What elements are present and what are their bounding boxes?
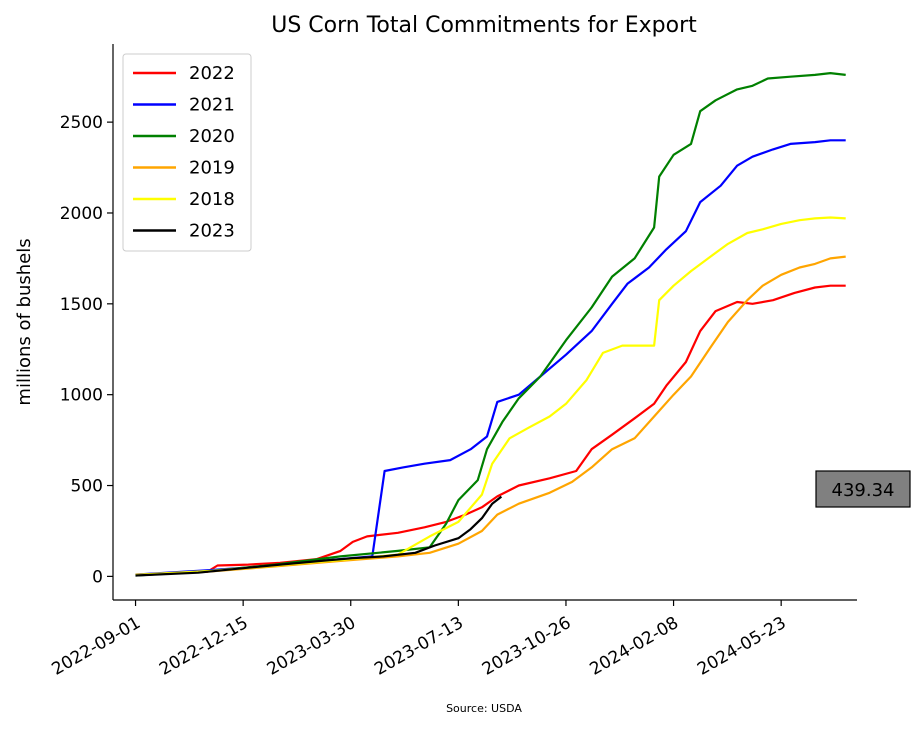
annotation-box	[815, 470, 911, 508]
x-tick-label: 2024-02-08	[587, 613, 683, 680]
legend-label-2022: 2022	[189, 63, 235, 84]
x-tick-label: 2022-12-15	[156, 613, 252, 680]
y-tick-label: 0	[92, 567, 103, 587]
chart-title: US Corn Total Commitments for Export	[271, 13, 697, 38]
series-line-2018	[135, 216, 846, 576]
y-tick-label: 2000	[60, 204, 103, 224]
legend-label-2020: 2020	[189, 126, 235, 147]
x-tick-label: 2023-03-30	[264, 613, 360, 680]
last-value-annotation: 439.34	[815, 470, 911, 508]
legend-label-2018: 2018	[189, 189, 235, 210]
y-tick-label: 1000	[60, 386, 103, 406]
series-line-2020	[135, 72, 846, 577]
y-tick-label: 1500	[60, 295, 103, 315]
x-tick-label: 2023-10-26	[479, 613, 575, 680]
x-tick-label: 2022-09-01	[48, 613, 144, 680]
series-line-2023	[135, 495, 503, 577]
series-line-2019	[135, 255, 846, 576]
legend-items: 2022 2021 2020 2019 2018 2023	[133, 63, 235, 242]
series-line-2022	[135, 284, 846, 576]
y-axis-label: millions of bushels	[14, 238, 35, 405]
plot-area	[135, 72, 846, 577]
legend: 2022 2021 2020 2019 2018 2023	[122, 53, 252, 252]
y-axis-ticks: 0 500 1000 1500 2000 2500	[60, 113, 113, 587]
y-tick-label: 500	[71, 477, 103, 497]
series-line-2021	[135, 139, 846, 576]
x-tick-label: 2024-05-23	[694, 613, 790, 680]
x-tick-label: 2023-07-13	[371, 613, 467, 680]
source-note: Source: USDA	[446, 702, 522, 715]
legend-label-2023: 2023	[189, 221, 235, 242]
y-tick-label: 2500	[60, 113, 103, 133]
annotation-text: 439.34	[832, 480, 895, 501]
x-axis-ticks: 2022-09-01 2022-12-15 2023-03-30 2023-07-13…	[48, 600, 790, 680]
legend-label-2021: 2021	[189, 95, 235, 116]
legend-label-2019: 2019	[189, 158, 235, 179]
